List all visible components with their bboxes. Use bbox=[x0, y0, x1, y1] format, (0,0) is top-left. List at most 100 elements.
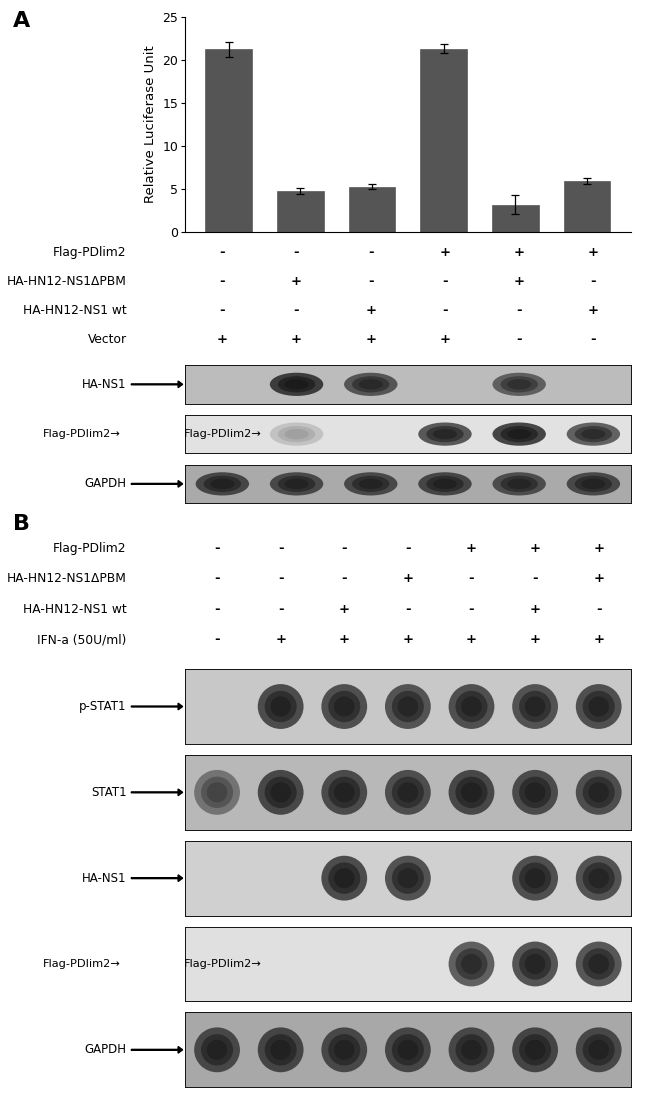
Ellipse shape bbox=[398, 868, 418, 888]
Text: -: - bbox=[220, 274, 225, 288]
Ellipse shape bbox=[525, 782, 545, 803]
Ellipse shape bbox=[359, 479, 383, 489]
Ellipse shape bbox=[575, 426, 612, 442]
Text: Flag-PDlim2→: Flag-PDlim2→ bbox=[184, 429, 262, 439]
Text: -: - bbox=[591, 274, 596, 288]
Ellipse shape bbox=[576, 856, 621, 900]
Ellipse shape bbox=[462, 697, 482, 717]
Text: A: A bbox=[13, 11, 31, 31]
Text: +: + bbox=[339, 603, 350, 616]
Ellipse shape bbox=[334, 782, 354, 803]
Ellipse shape bbox=[462, 1040, 482, 1060]
Text: +: + bbox=[365, 333, 376, 346]
Text: -: - bbox=[278, 603, 283, 616]
Text: GAPDH: GAPDH bbox=[84, 478, 127, 490]
Text: +: + bbox=[514, 246, 525, 259]
Text: STAT1: STAT1 bbox=[91, 786, 127, 799]
Ellipse shape bbox=[270, 472, 323, 495]
Text: HA-HN12-NS1 wt: HA-HN12-NS1 wt bbox=[23, 603, 127, 616]
Ellipse shape bbox=[582, 1034, 615, 1065]
Text: -: - bbox=[214, 603, 220, 616]
Ellipse shape bbox=[258, 1027, 304, 1072]
Ellipse shape bbox=[493, 373, 546, 396]
Ellipse shape bbox=[582, 863, 615, 894]
Ellipse shape bbox=[507, 479, 531, 489]
Text: -: - bbox=[469, 603, 474, 616]
Ellipse shape bbox=[448, 770, 495, 815]
Ellipse shape bbox=[211, 479, 235, 489]
Text: +: + bbox=[217, 333, 228, 346]
Ellipse shape bbox=[462, 782, 482, 803]
Ellipse shape bbox=[448, 1027, 495, 1072]
Ellipse shape bbox=[456, 948, 488, 980]
Ellipse shape bbox=[567, 422, 620, 446]
Ellipse shape bbox=[519, 691, 551, 722]
Text: -: - bbox=[516, 304, 522, 317]
Text: +: + bbox=[466, 542, 477, 555]
Ellipse shape bbox=[334, 697, 354, 717]
Ellipse shape bbox=[270, 1040, 291, 1060]
Text: -: - bbox=[405, 542, 411, 555]
Ellipse shape bbox=[328, 863, 360, 894]
Text: Flag-PDlim2→: Flag-PDlim2→ bbox=[184, 959, 262, 969]
Ellipse shape bbox=[418, 422, 472, 446]
Text: -: - bbox=[532, 572, 538, 585]
Ellipse shape bbox=[265, 776, 296, 808]
Ellipse shape bbox=[344, 472, 398, 495]
Text: Flag-PDlim2→: Flag-PDlim2→ bbox=[42, 429, 120, 439]
Ellipse shape bbox=[433, 479, 457, 489]
Ellipse shape bbox=[328, 1034, 360, 1065]
Ellipse shape bbox=[507, 379, 531, 389]
Bar bbox=[564, 181, 610, 232]
Ellipse shape bbox=[278, 376, 315, 393]
Ellipse shape bbox=[581, 479, 605, 489]
Ellipse shape bbox=[512, 856, 558, 900]
Ellipse shape bbox=[448, 685, 495, 729]
Text: +: + bbox=[593, 572, 604, 585]
Ellipse shape bbox=[285, 379, 309, 389]
Text: -: - bbox=[294, 246, 300, 259]
Ellipse shape bbox=[194, 1027, 240, 1072]
Text: +: + bbox=[530, 633, 541, 646]
Text: -: - bbox=[214, 633, 220, 646]
Text: HA-HN12-NS1 wt: HA-HN12-NS1 wt bbox=[23, 304, 127, 317]
Ellipse shape bbox=[418, 472, 472, 495]
Text: +: + bbox=[402, 572, 413, 585]
Text: +: + bbox=[339, 633, 350, 646]
Ellipse shape bbox=[398, 1040, 418, 1060]
Text: Flag-PDlim2: Flag-PDlim2 bbox=[53, 246, 127, 259]
Text: -: - bbox=[469, 572, 474, 585]
Ellipse shape bbox=[328, 691, 360, 722]
Ellipse shape bbox=[576, 685, 621, 729]
Ellipse shape bbox=[519, 863, 551, 894]
Text: -: - bbox=[341, 542, 347, 555]
Ellipse shape bbox=[392, 776, 424, 808]
Ellipse shape bbox=[500, 376, 538, 393]
Ellipse shape bbox=[207, 1040, 228, 1060]
Ellipse shape bbox=[203, 476, 241, 492]
Bar bbox=[492, 205, 539, 232]
Ellipse shape bbox=[426, 476, 463, 492]
Ellipse shape bbox=[334, 1040, 354, 1060]
Ellipse shape bbox=[448, 941, 495, 987]
Y-axis label: Relative Luciferase Unit: Relative Luciferase Unit bbox=[144, 45, 157, 204]
Bar bbox=[277, 191, 324, 232]
Ellipse shape bbox=[525, 697, 545, 717]
Ellipse shape bbox=[576, 941, 621, 987]
Ellipse shape bbox=[426, 426, 463, 442]
Ellipse shape bbox=[588, 868, 609, 888]
Text: p-STAT1: p-STAT1 bbox=[79, 700, 127, 713]
Ellipse shape bbox=[385, 856, 431, 900]
Text: -: - bbox=[214, 572, 220, 585]
Text: -: - bbox=[591, 333, 596, 346]
Text: -: - bbox=[341, 572, 347, 585]
Ellipse shape bbox=[519, 776, 551, 808]
Ellipse shape bbox=[582, 691, 615, 722]
Text: +: + bbox=[593, 542, 604, 555]
Ellipse shape bbox=[385, 685, 431, 729]
Ellipse shape bbox=[525, 868, 545, 888]
Ellipse shape bbox=[201, 1034, 233, 1065]
Ellipse shape bbox=[507, 429, 531, 439]
Ellipse shape bbox=[385, 770, 431, 815]
Ellipse shape bbox=[352, 476, 389, 492]
